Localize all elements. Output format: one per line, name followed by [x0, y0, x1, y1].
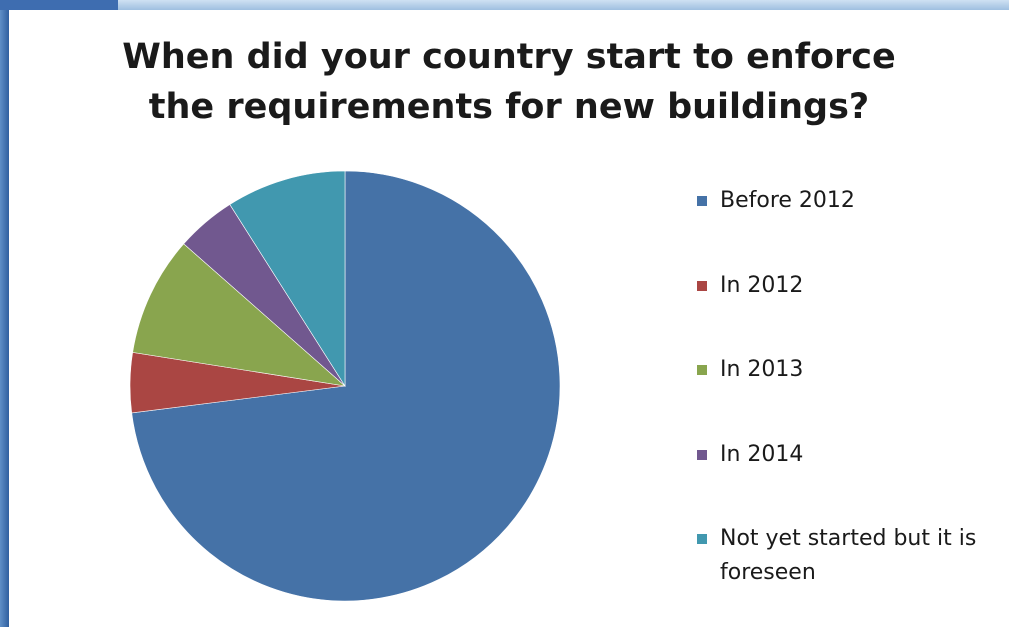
window-top-bar	[0, 0, 1009, 10]
legend-item: In 2012	[697, 269, 997, 303]
legend-item: Not yet started but it is foreseen	[697, 522, 997, 590]
chart-area: When did your country start to enforce t…	[9, 10, 1009, 627]
window-left-edge	[0, 0, 9, 627]
window-corner-tab	[0, 0, 118, 10]
chart-legend: Before 2012 In 2012 In 2013 In 2014 Not yet …	[697, 10, 1009, 627]
legend-label: In 2012	[720, 273, 804, 298]
chart-title-line-2: the requirements for new buildings?	[148, 87, 870, 127]
pie-slice-in-2013	[132, 243, 346, 387]
legend-label: Not yet started but it is foreseen	[720, 526, 977, 585]
legend-swatch	[697, 196, 707, 206]
pie-slice-not-yet-started-but-it-is-foreseen	[229, 170, 346, 388]
legend-item: Before 2012	[697, 184, 997, 218]
legend-label: Before 2012	[720, 188, 855, 213]
legend-item: In 2013	[697, 353, 997, 387]
legend-label: In 2013	[720, 357, 804, 382]
legend-item: In 2014	[697, 438, 997, 472]
legend-swatch	[697, 450, 707, 460]
legend-label: In 2014	[720, 442, 804, 467]
pie-chart	[129, 170, 561, 602]
legend-swatch	[697, 534, 707, 544]
legend-swatch	[697, 281, 707, 291]
pie-slice-before-2012	[131, 170, 561, 602]
legend-swatch	[697, 365, 707, 375]
chart-title: When did your country start to enforce t…	[9, 32, 1009, 132]
chart-title-line-1: When did your country start to enforce	[122, 37, 896, 77]
